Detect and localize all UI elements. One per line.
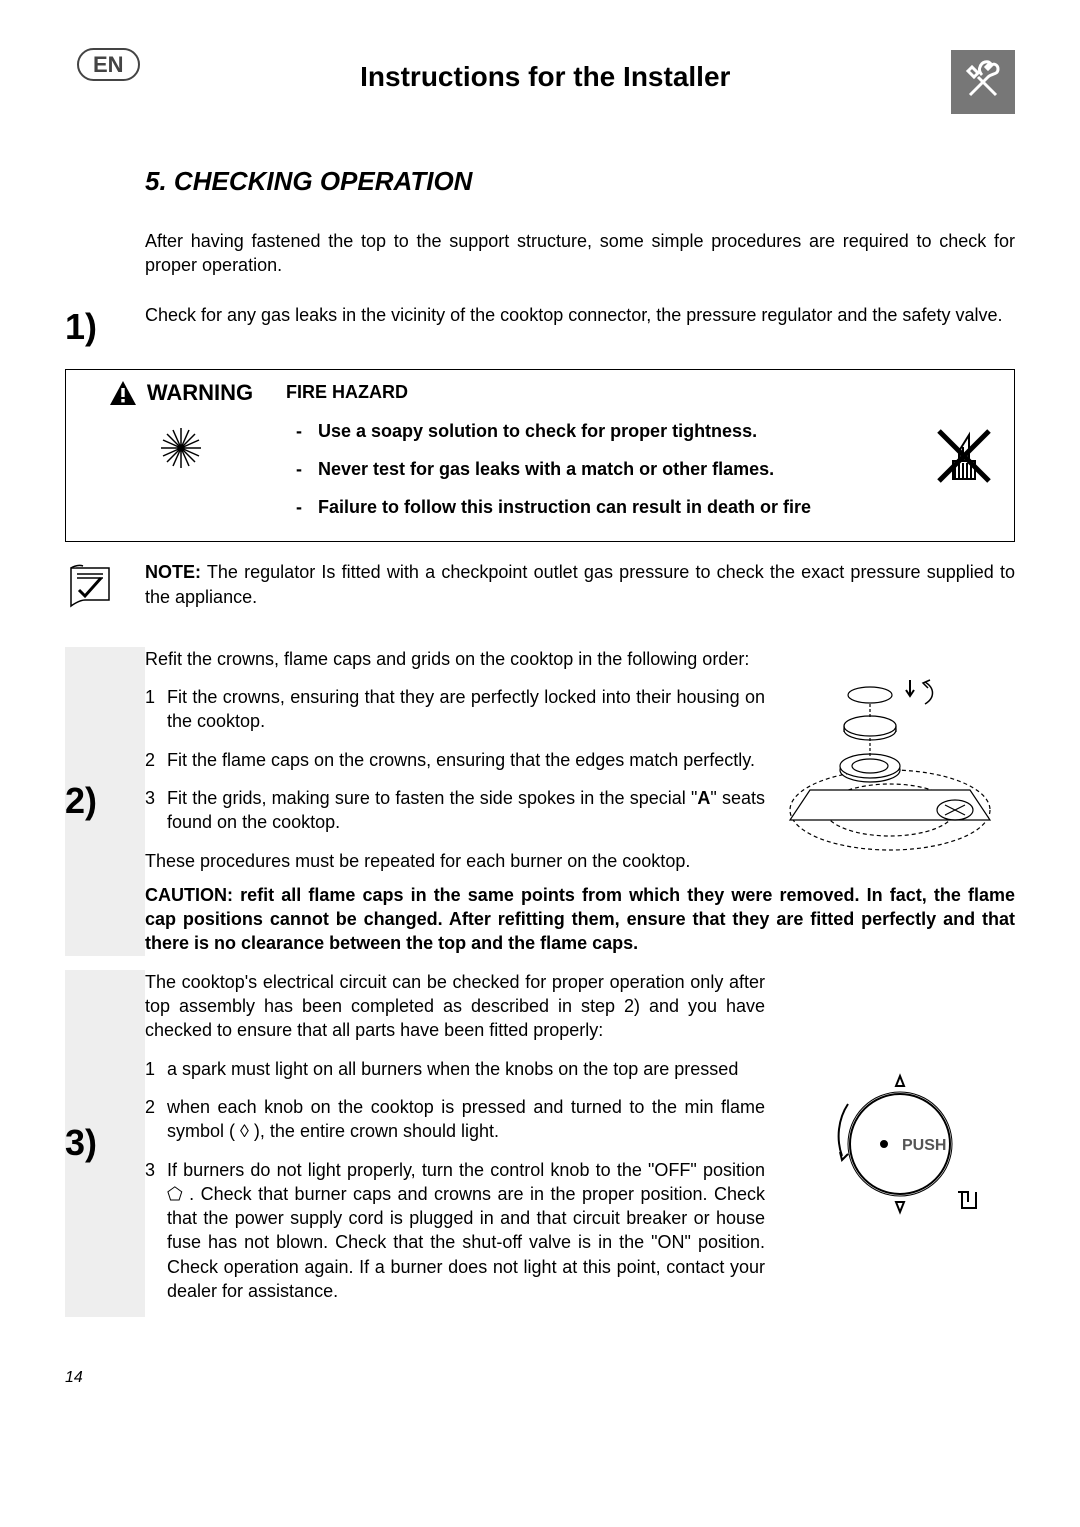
note-body: The regulator Is fitted with a checkpoin… xyxy=(145,562,1015,606)
knob-label: PUSH xyxy=(902,1137,946,1154)
page-number: 14 xyxy=(65,1367,1015,1389)
list-item: 1a spark must light on all burners when … xyxy=(145,1057,765,1081)
warning-item: Never test for gas leaks with a match or… xyxy=(296,457,924,481)
warning-label-row: WARNING xyxy=(76,378,286,408)
lang-badge-wrap: EN xyxy=(65,50,140,80)
note-row: NOTE: The regulator Is fitted with a che… xyxy=(65,560,1015,616)
step-3-body: The cooktop's electrical circuit can be … xyxy=(145,970,1015,1318)
burner-assembly-icon xyxy=(785,647,1015,873)
knob-push-icon: PUSH xyxy=(785,970,1015,1318)
lang-badge: EN xyxy=(77,48,140,81)
list-item: 1Fit the crowns, ensuring that they are … xyxy=(145,685,765,734)
warning-triangle-icon xyxy=(109,380,137,406)
page-header: EN Instructions for the Installer xyxy=(65,50,1015,114)
step-1: 1) Check for any gas leaks in the vicini… xyxy=(65,303,1015,352)
step-2-intro: Refit the crowns, flame caps and grids o… xyxy=(145,647,765,671)
section-heading: 5. CHECKING OPERATION xyxy=(145,164,1015,199)
list-item: 3If burners do not light properly, turn … xyxy=(145,1158,765,1304)
warning-item: Failure to follow this instruction can r… xyxy=(296,495,924,519)
list-item: 2when each knob on the cooktop is presse… xyxy=(145,1095,765,1144)
page-title: Instructions for the Installer xyxy=(140,58,951,96)
section-title-text: CHECKING OPERATION xyxy=(174,166,473,196)
step-2-caution: CAUTION: refit all flame caps in the sam… xyxy=(145,883,1015,956)
list-item: 3Fit the grids, making sure to fasten th… xyxy=(145,786,765,835)
step-3-intro: The cooktop's electrical circuit can be … xyxy=(145,970,765,1043)
step-1-number: 1) xyxy=(65,303,145,352)
step-2-outro: These procedures must be repeated for ea… xyxy=(145,849,765,873)
warning-item: Use a soapy solution to check for proper… xyxy=(296,419,924,443)
no-flame-icon xyxy=(924,378,1004,533)
list-item: 2Fit the flame caps on the crowns, ensur… xyxy=(145,748,765,772)
step-3: 3) The cooktop's electrical circuit can … xyxy=(65,970,1015,1318)
warning-content: FIRE HAZARD Use a soapy solution to chec… xyxy=(286,378,924,533)
warning-list: Use a soapy solution to check for proper… xyxy=(296,419,924,520)
step-2-number: 2) xyxy=(65,647,145,956)
note-label: NOTE: xyxy=(145,562,201,582)
tools-icon xyxy=(951,50,1015,114)
step-1-text: Check for any gas leaks in the vicinity … xyxy=(145,303,1015,352)
note-text: NOTE: The regulator Is fitted with a che… xyxy=(145,560,1015,609)
step-3-number: 3) xyxy=(65,970,145,1318)
step-2: 2) Refit the crowns, flame caps and grid… xyxy=(65,647,1015,956)
step-2-body: Refit the crowns, flame caps and grids o… xyxy=(145,647,1015,956)
section-number: 5. xyxy=(145,166,167,196)
warning-label-text: WARNING xyxy=(147,378,253,408)
step-3-list: 1a spark must light on all burners when … xyxy=(145,1057,765,1304)
spark-icon xyxy=(151,418,211,478)
warning-box: WARNING FIRE HAZARD Use a soapy solution… xyxy=(65,369,1015,542)
warning-heading: FIRE HAZARD xyxy=(286,380,924,404)
intro-paragraph: After having fastened the top to the sup… xyxy=(145,229,1015,278)
note-icon xyxy=(65,560,145,616)
warning-left: WARNING xyxy=(76,378,286,533)
step-2-list: 1Fit the crowns, ensuring that they are … xyxy=(145,685,765,834)
